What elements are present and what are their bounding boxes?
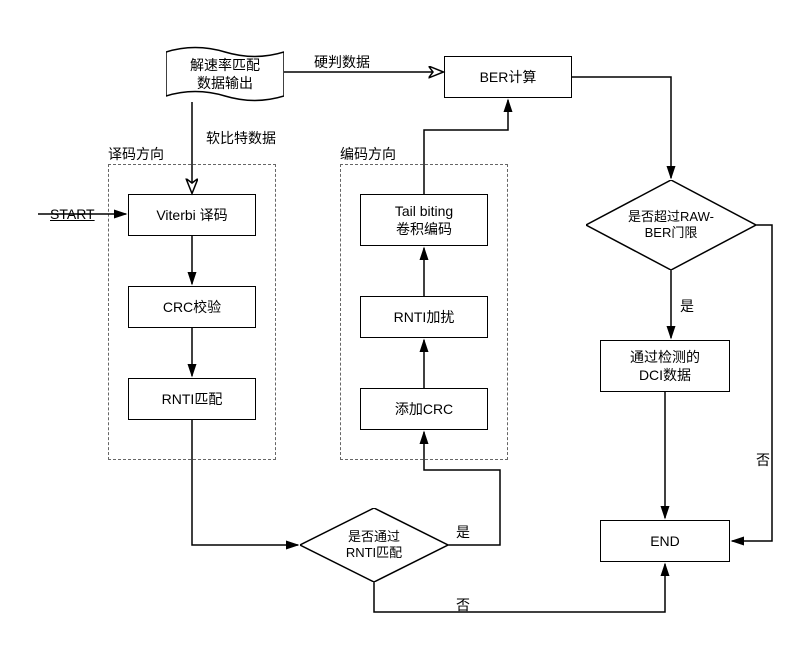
hard-data-label: 硬判数据 xyxy=(314,52,370,72)
doc-rate-dematch: 解速率匹配数据输出 xyxy=(166,46,284,102)
ber-calc-text: BER计算 xyxy=(480,68,537,86)
tail-biting-box: Tail biting卷积编码 xyxy=(360,194,488,246)
rnti-scramble-text: RNTI加扰 xyxy=(394,308,455,326)
no-ber-label: 否 xyxy=(756,450,770,470)
tail-biting-text: Tail biting卷积编码 xyxy=(395,202,453,238)
start-label: START xyxy=(50,206,95,222)
rnti-match-box: RNTI匹配 xyxy=(128,378,256,420)
add-crc-text: 添加CRC xyxy=(395,400,453,418)
add-crc-box: 添加CRC xyxy=(360,388,488,430)
crc-check-text: CRC校验 xyxy=(163,298,221,316)
soft-bit-label: 软比特数据 xyxy=(206,128,276,148)
crc-check-box: CRC校验 xyxy=(128,286,256,328)
diamond-rnti-text: 是否通过RNTI匹配 xyxy=(346,529,402,560)
rnti-match-text: RNTI匹配 xyxy=(162,390,223,408)
no-rnti-label: 否 xyxy=(456,595,470,615)
viterbi-box: Viterbi 译码 xyxy=(128,194,256,236)
diamond-ber-text: 是否超过RAW-BER门限 xyxy=(628,209,714,240)
rnti-scramble-box: RNTI加扰 xyxy=(360,296,488,338)
encode-dir-label: 编码方向 xyxy=(340,144,396,164)
decode-dir-label: 译码方向 xyxy=(108,144,164,164)
ber-calc-box: BER计算 xyxy=(444,56,572,98)
yes-rnti-label: 是 xyxy=(456,522,470,542)
diamond-rnti: 是否通过RNTI匹配 xyxy=(300,508,448,582)
diamond-ber: 是否超过RAW-BER门限 xyxy=(586,180,756,270)
doc-rate-dematch-text: 解速率匹配数据输出 xyxy=(190,56,260,92)
dci-pass-text: 通过检测的DCI数据 xyxy=(630,348,700,384)
end-text: END xyxy=(650,532,680,550)
dci-pass-box: 通过检测的DCI数据 xyxy=(600,340,730,392)
yes-ber-label: 是 xyxy=(680,296,694,316)
viterbi-text: Viterbi 译码 xyxy=(156,206,227,224)
end-box: END xyxy=(600,520,730,562)
